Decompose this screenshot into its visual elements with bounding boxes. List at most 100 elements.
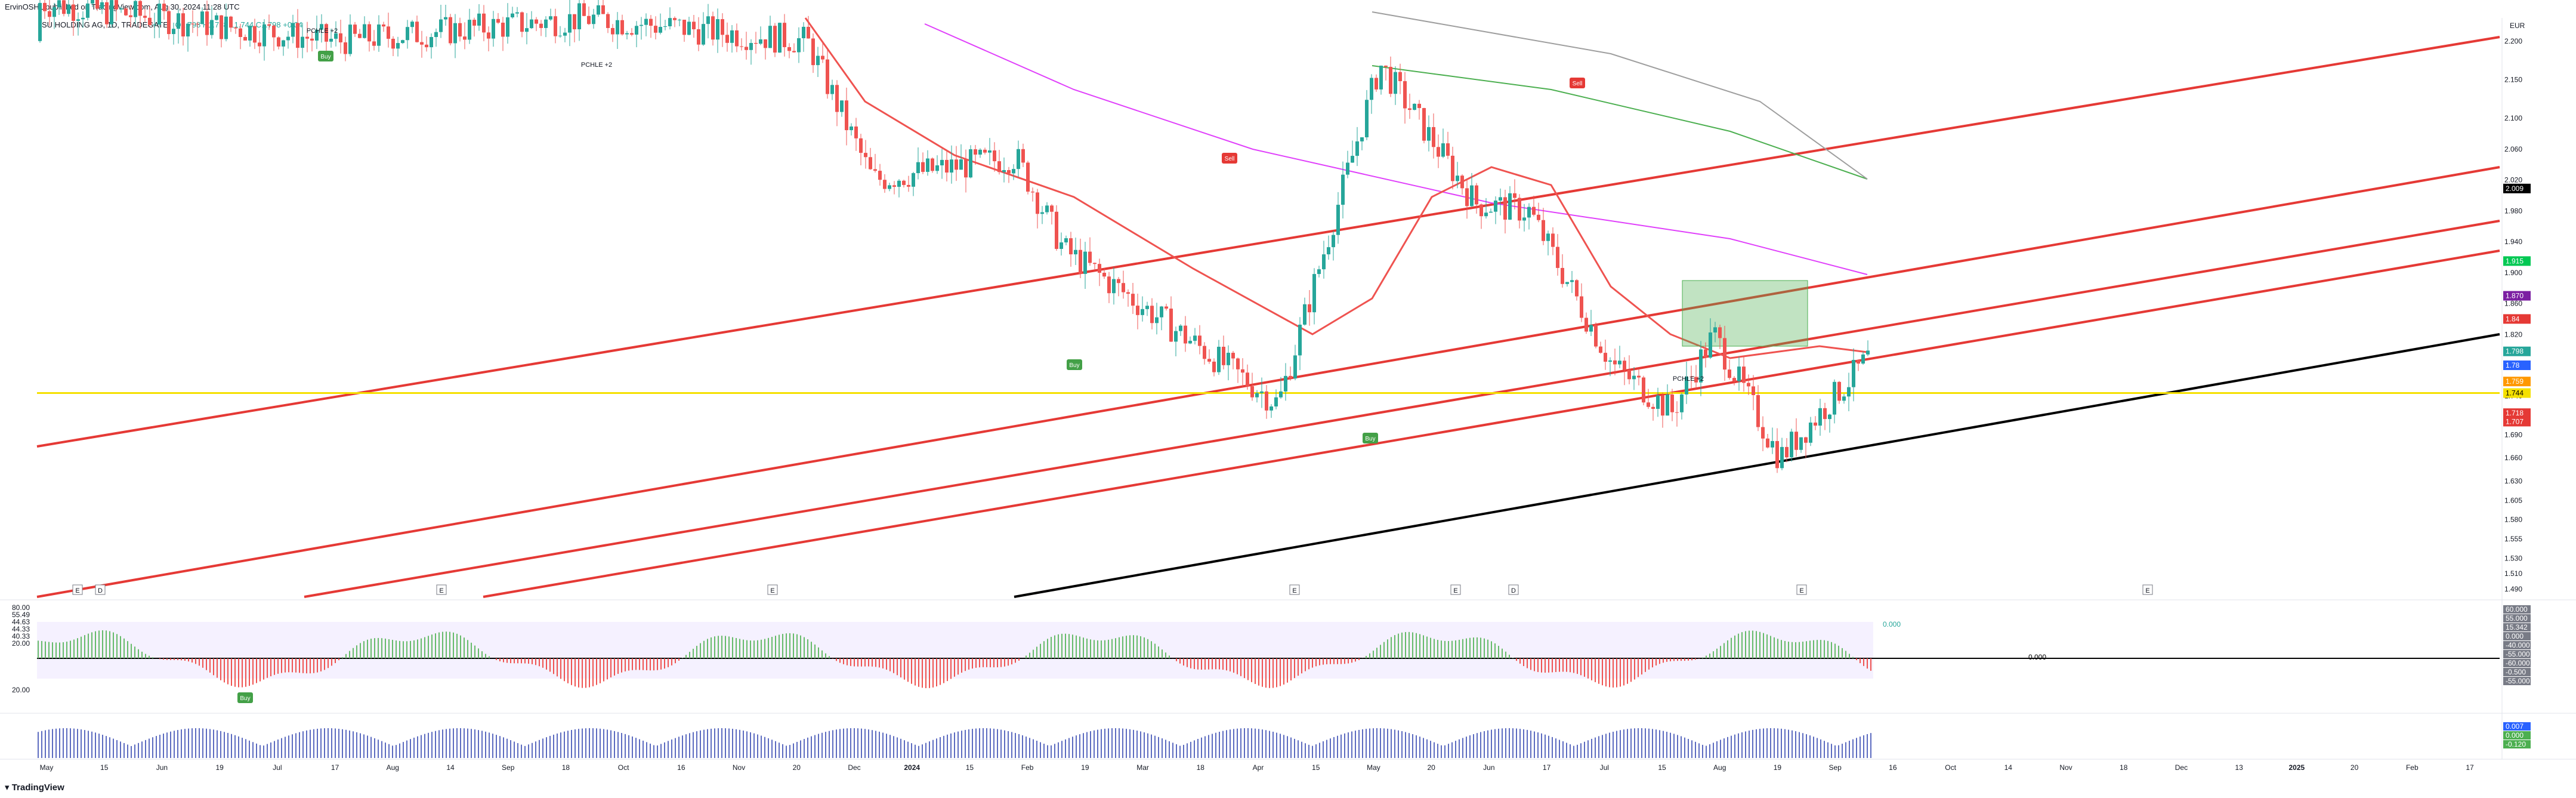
candle-body xyxy=(697,29,700,45)
candle-body xyxy=(1837,381,1841,401)
candle-body xyxy=(754,42,758,44)
candle-body xyxy=(673,18,677,20)
y-tick-label: 1.530 xyxy=(2504,554,2522,562)
osc-tag-bg xyxy=(2503,668,2531,676)
candle-body xyxy=(1102,272,1106,277)
candle-body xyxy=(1833,381,1836,415)
candle-body xyxy=(181,13,185,37)
candle-body xyxy=(382,24,385,27)
osc-tag-label: -55.000 xyxy=(2506,650,2530,658)
price-tag-label: 1.718 xyxy=(2506,409,2524,417)
candle-body xyxy=(387,26,390,39)
osc-left-label-low: 20.00 xyxy=(12,686,30,694)
candle-body xyxy=(396,43,400,49)
candle-body xyxy=(988,150,992,153)
candle-body xyxy=(935,165,939,171)
osc-tag-bg xyxy=(2503,623,2531,631)
candle-body xyxy=(692,21,696,30)
candle-body xyxy=(721,19,724,35)
candle-body xyxy=(687,21,691,35)
candle-body xyxy=(48,11,51,17)
candle-body xyxy=(1522,217,1526,221)
event-marker-label: E xyxy=(75,587,79,594)
candle-body xyxy=(1107,276,1111,294)
candle-body xyxy=(530,19,533,29)
osc-tag-label: -0.500 xyxy=(2506,668,2526,676)
candle-body xyxy=(1408,108,1411,110)
candle-body xyxy=(768,26,772,48)
candle-body xyxy=(1026,162,1030,192)
candle-body xyxy=(1112,279,1116,294)
osc-tag-label: 60.000 xyxy=(2506,605,2528,614)
candle-body xyxy=(535,19,538,24)
candle-body xyxy=(1518,198,1521,221)
position-box xyxy=(1682,280,1808,347)
candle-body xyxy=(931,158,934,171)
signal-badge xyxy=(1067,359,1082,370)
candle-body xyxy=(1670,395,1674,412)
candle-body xyxy=(792,51,796,53)
candle-body xyxy=(167,11,171,35)
candle-body xyxy=(563,32,567,36)
candle-body xyxy=(430,37,433,48)
candle-body xyxy=(1227,353,1230,365)
candle-body xyxy=(1098,264,1101,273)
candle-body xyxy=(1379,65,1383,90)
event-marker-box xyxy=(436,584,447,595)
candle-body xyxy=(186,23,190,37)
signal-badge xyxy=(1222,153,1237,164)
candle-body xyxy=(1537,214,1540,220)
candle-body xyxy=(859,138,863,153)
y-tick-label: 2.200 xyxy=(2504,37,2522,45)
candle-body xyxy=(434,32,438,38)
candle-body xyxy=(358,33,362,38)
price-tag-bg xyxy=(2503,256,2531,266)
candle-body xyxy=(320,24,323,30)
x-tick-label: Jun xyxy=(1483,763,1494,772)
candle-body xyxy=(1145,306,1149,309)
price-tag-label: 1.798 xyxy=(2506,347,2524,356)
candle-body xyxy=(224,16,228,39)
candle-body xyxy=(940,159,944,166)
candle-body xyxy=(1394,72,1397,94)
candle-body xyxy=(1499,197,1502,201)
candle-body xyxy=(148,17,152,25)
candle-body xyxy=(1685,377,1688,395)
x-tick-label: May xyxy=(1367,763,1380,772)
candle-body xyxy=(200,11,204,24)
price-tag-label: 1.870 xyxy=(2506,292,2524,300)
candle-body xyxy=(215,15,218,20)
candle-body xyxy=(1732,378,1736,381)
candle-body xyxy=(1270,406,1273,411)
candle-body xyxy=(1589,325,1593,332)
candle-body xyxy=(1289,375,1292,379)
y-tick-label: 1.940 xyxy=(2504,238,2522,246)
price-tag-label: 1.744 xyxy=(2506,389,2524,398)
candle-body xyxy=(912,173,915,187)
candle-body xyxy=(1661,395,1664,416)
osc-tag-label: -60.000 xyxy=(2506,659,2530,667)
x-tick-label: 18 xyxy=(562,763,570,772)
footer-brand[interactable]: TradingView xyxy=(11,782,64,793)
candle-body xyxy=(415,21,419,42)
candle-body xyxy=(234,27,237,29)
osc-left-label: 55.49 xyxy=(12,611,30,619)
candle-body xyxy=(1675,412,1679,413)
candle-body xyxy=(496,19,500,23)
vol-tag-bg xyxy=(2503,731,2531,740)
x-tick-label: 17 xyxy=(1543,763,1551,772)
x-tick-label: 19 xyxy=(1081,763,1089,772)
candle-body xyxy=(1093,263,1097,264)
currency-label: EUR xyxy=(2510,21,2525,30)
candle-body xyxy=(1866,350,1870,355)
event-marker-label: E xyxy=(2145,587,2149,594)
x-tick-label: May xyxy=(40,763,54,772)
trend-line xyxy=(36,36,2500,448)
y-tick-label: 1.820 xyxy=(2504,330,2522,338)
candle-body xyxy=(305,36,309,39)
candle-body xyxy=(745,47,748,50)
price-tag-bg xyxy=(2503,361,2531,370)
candle-body xyxy=(1083,251,1087,274)
candle-body xyxy=(1818,408,1822,426)
